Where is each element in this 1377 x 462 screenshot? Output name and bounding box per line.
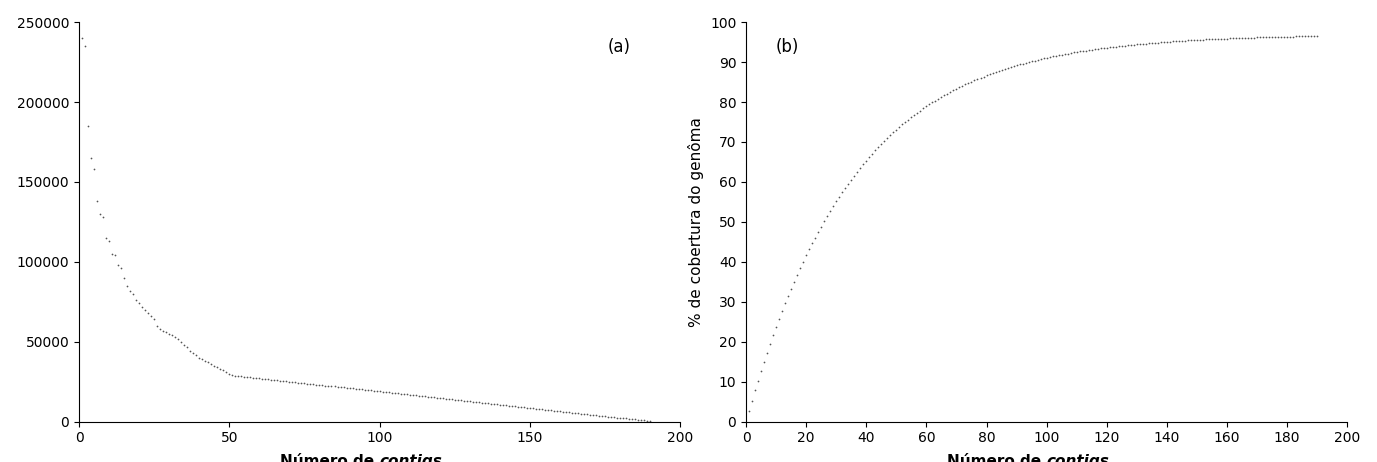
- Text: contigs: contigs: [1047, 454, 1110, 462]
- Text: Número de: Número de: [947, 454, 1047, 462]
- Text: contigs: contigs: [380, 454, 442, 462]
- Text: (a): (a): [609, 38, 631, 56]
- Y-axis label: % de cobertura do genôma: % de cobertura do genôma: [688, 117, 705, 327]
- Text: (b): (b): [777, 38, 800, 56]
- Text: Número de: Número de: [280, 454, 380, 462]
